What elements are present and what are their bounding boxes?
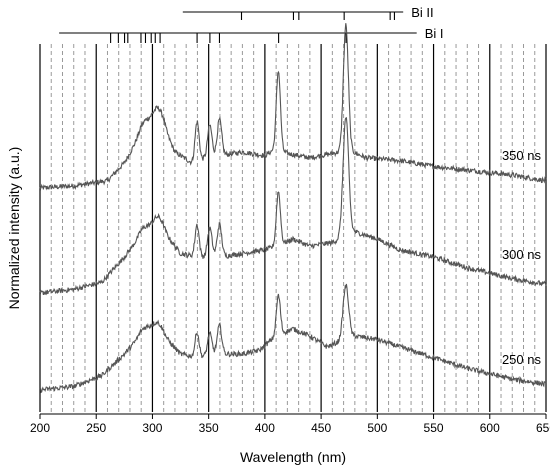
x-tick-label: 200 xyxy=(30,421,50,435)
x-tick-label: 550 xyxy=(424,421,444,435)
x-tick-label: 650 xyxy=(536,421,550,435)
spectrum-line-300-ns xyxy=(39,116,547,296)
series-label: 250 ns xyxy=(502,352,542,367)
x-axis-label: Wavelength (nm) xyxy=(240,449,346,465)
reference-lines-bi-i: Bi I xyxy=(59,26,443,43)
x-tick-label: 600 xyxy=(480,421,500,435)
reference-label: Bi I xyxy=(425,26,444,41)
reference-line-groups: Bi II Bi I xyxy=(59,5,443,43)
minor-gridlines xyxy=(50,44,536,412)
spectrum-line-250-ns xyxy=(39,283,547,394)
x-tick-label: 500 xyxy=(367,421,387,435)
x-tick-label: 350 xyxy=(199,421,219,435)
series-labels: 350 ns 300 ns 250 ns xyxy=(502,148,542,367)
x-tick-label: 400 xyxy=(255,421,275,435)
x-tick-label: 300 xyxy=(142,421,162,435)
series-label: 300 ns xyxy=(502,247,542,262)
spectrum-line-350-ns xyxy=(39,23,547,191)
major-gridlines xyxy=(39,44,547,412)
x-tick-label: 250 xyxy=(86,421,106,435)
y-axis-label: Normalized intensity (a.u.) xyxy=(6,147,22,310)
x-tick-label: 450 xyxy=(311,421,331,435)
reference-label: Bi II xyxy=(411,5,433,20)
series-label: 350 ns xyxy=(502,148,542,163)
spectra-series xyxy=(39,23,547,394)
x-axis-ticks: 200 250 300 350 400 450 500 550 600 650 xyxy=(30,414,550,435)
reference-lines-bi-ii: Bi II xyxy=(182,5,434,20)
